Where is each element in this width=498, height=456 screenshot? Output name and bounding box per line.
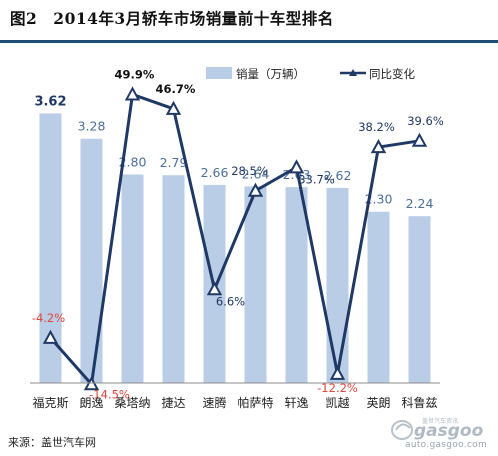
x-tick-label-4: 捷达	[161, 396, 185, 410]
bar-value-label-4: 2.79	[160, 155, 188, 170]
line-series	[42, 86, 428, 391]
line-value-labels: -4.2% -14.5% 49.9%46.7% 6.6% 28.5% 33.7% -12.2…	[32, 67, 444, 401]
bar-6	[244, 186, 267, 383]
chart-title: 图2 2014年3月轿车市场销量前十车型排名	[10, 9, 334, 28]
bar-series	[39, 113, 431, 383]
bar-9	[367, 211, 390, 383]
yoy-label-9: 38.2%	[358, 120, 395, 134]
yoy-label-3: 49.9%	[115, 67, 155, 81]
bar-value-label-2: 3.28	[78, 119, 106, 134]
legend-bar-label: 销量（万辆）	[236, 67, 305, 81]
bar-value-label-3: 2.80	[119, 154, 147, 169]
x-tick-label-9: 英朗	[366, 396, 390, 410]
yoy-marker-8	[329, 365, 346, 380]
x-tick-labels: 福克斯 朗逸 桑塔纳 捷达 速腾 帕萨特 轩逸 凯越 英朗 科鲁兹	[32, 395, 437, 410]
legend-line-label: 同比变化	[369, 67, 415, 81]
bar-value-label-5: 2.66	[201, 165, 229, 180]
bar-7	[285, 187, 308, 383]
yoy-marker-7	[288, 159, 305, 174]
yoy-label-2: -14.5%	[89, 387, 130, 401]
yoy-label-4: 46.7%	[156, 82, 196, 96]
legend-line-marker	[349, 69, 357, 76]
yoy-marker-9	[370, 139, 387, 154]
bar-2	[80, 138, 103, 383]
yoy-label-10: 39.6%	[407, 114, 444, 128]
bar-1	[39, 113, 62, 383]
yoy-marker-6	[247, 182, 264, 197]
yoy-marker-4	[165, 100, 182, 115]
bar-3	[121, 174, 144, 383]
bar-value-label-9: 2.30	[365, 192, 393, 207]
x-tick-label-2: 朗逸	[79, 396, 103, 410]
bar-value-label-10: 2.24	[406, 196, 434, 211]
x-tick-label-10: 科鲁兹	[401, 396, 437, 410]
bar-value-label-1: 3.62	[34, 94, 66, 109]
yoy-change-line	[49, 92, 420, 386]
x-tick-label-8: 凯越	[325, 396, 349, 410]
yoy-marker-5	[206, 281, 223, 296]
yoy-marker-10	[411, 132, 428, 147]
legend-bar-swatch	[206, 67, 232, 79]
yoy-marker-1	[42, 329, 59, 344]
svg-text:盖世汽车资讯: 盖世汽车资讯	[422, 417, 458, 425]
bar-10	[408, 216, 431, 383]
gasgoo-watermark-url: auto.gasgoo.com	[405, 440, 488, 450]
yoy-marker-2	[83, 376, 100, 391]
x-tick-label-3: 桑塔纳	[114, 396, 150, 410]
yoy-label-5: 6.6%	[216, 294, 245, 308]
bar-4	[162, 175, 185, 383]
gasgoo-watermark-logo: gasgoo 盖世汽车资讯	[390, 416, 494, 446]
yoy-marker-3	[124, 86, 141, 101]
source-note: 来源：盖世汽车网	[8, 436, 96, 449]
x-tick-label-1: 福克斯	[32, 395, 68, 410]
yoy-label-6: 28.5%	[231, 164, 268, 178]
x-tick-label-6: 帕萨特	[237, 395, 273, 410]
x-tick-label-7: 轩逸	[284, 396, 308, 410]
yoy-label-1: -4.2%	[32, 311, 65, 325]
svg-text:gasgoo: gasgoo	[414, 421, 484, 441]
title-rule	[0, 40, 498, 43]
x-tick-label-5: 速腾	[202, 395, 226, 410]
bar-value-label-8: 2.62	[324, 168, 352, 183]
bar-value-label-6: 2.64	[242, 166, 270, 181]
bar-8	[326, 187, 349, 383]
legend: 销量（万辆） 同比变化	[206, 67, 415, 81]
yoy-label-7: 33.7%	[298, 172, 335, 186]
yoy-label-8: -12.2%	[317, 381, 358, 395]
